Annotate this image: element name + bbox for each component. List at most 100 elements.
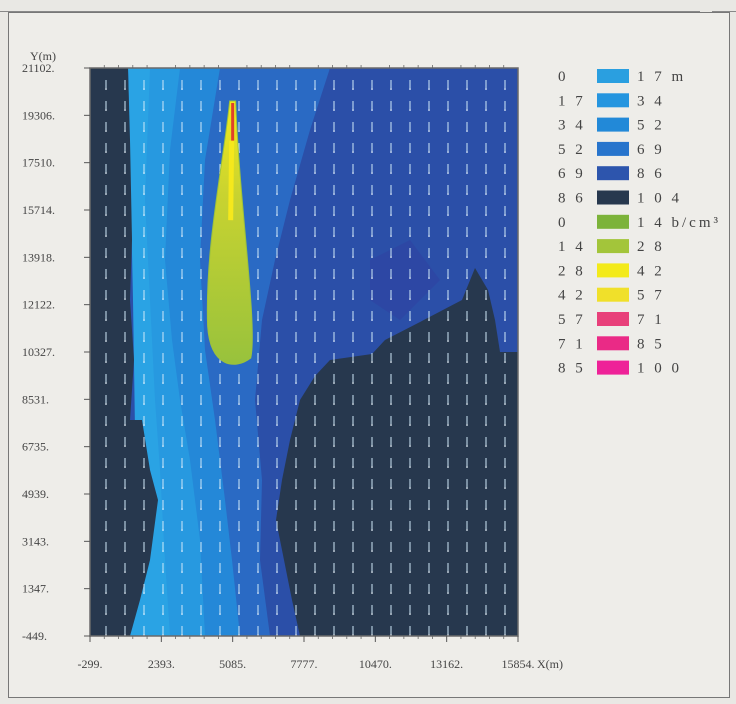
- legend-high-label: 2 8: [637, 239, 665, 255]
- current-arrow-head: [124, 445, 126, 447]
- current-arrow-head: [428, 529, 430, 531]
- current-arrow-head: [314, 550, 316, 552]
- current-arrow-head: [314, 130, 316, 132]
- current-arrow-head: [238, 550, 240, 552]
- current-arrow-head: [200, 508, 202, 510]
- current-arrow-head: [162, 466, 164, 468]
- current-arrow-head: [314, 382, 316, 384]
- current-arrow-head: [124, 172, 126, 174]
- current-arrow-head: [409, 319, 411, 321]
- current-arrow-head: [276, 424, 278, 426]
- current-arrow-head: [124, 151, 126, 153]
- current-arrow-head: [409, 529, 411, 531]
- current-arrow-head: [504, 340, 506, 342]
- current-arrow-head: [409, 508, 411, 510]
- current-arrow-head: [314, 361, 316, 363]
- current-arrow-head: [143, 235, 145, 237]
- current-arrow-head: [257, 214, 259, 216]
- depth-zone-86-104-east: [276, 268, 518, 636]
- current-arrow-head: [105, 550, 107, 552]
- current-arrow-head: [447, 466, 449, 468]
- current-arrow-head: [295, 277, 297, 279]
- current-arrow-head: [276, 151, 278, 153]
- current-arrow-head: [200, 382, 202, 384]
- current-arrow-head: [428, 550, 430, 552]
- current-arrow-head: [105, 109, 107, 111]
- current-arrow-head: [314, 403, 316, 405]
- current-arrow-head: [390, 445, 392, 447]
- current-arrow-head: [143, 508, 145, 510]
- current-arrow-head: [466, 214, 468, 216]
- current-arrow-head: [466, 361, 468, 363]
- current-arrow-head: [485, 130, 487, 132]
- current-arrow-head: [124, 592, 126, 594]
- current-arrow-head: [352, 466, 354, 468]
- current-arrow-head: [181, 277, 183, 279]
- current-arrow-head: [143, 256, 145, 258]
- current-arrow-head: [162, 361, 164, 363]
- current-arrow-head: [200, 193, 202, 195]
- current-arrow-head: [162, 571, 164, 573]
- current-arrow-head: [143, 340, 145, 342]
- current-arrow-head: [105, 277, 107, 279]
- current-arrow-head: [428, 424, 430, 426]
- current-arrow-head: [295, 256, 297, 258]
- current-arrow-head: [162, 508, 164, 510]
- current-arrow-head: [466, 403, 468, 405]
- current-arrow-head: [371, 214, 373, 216]
- current-arrow-head: [466, 445, 468, 447]
- current-arrow-head: [295, 193, 297, 195]
- current-arrow-head: [200, 214, 202, 216]
- current-arrow-head: [504, 88, 506, 90]
- current-arrow-head: [485, 319, 487, 321]
- current-arrow-head: [409, 592, 411, 594]
- current-arrow-head: [447, 361, 449, 363]
- current-arrow-head: [371, 487, 373, 489]
- current-arrow-head: [181, 382, 183, 384]
- current-arrow-head: [238, 508, 240, 510]
- depth-zone-86-104-west: [90, 68, 158, 636]
- current-arrow-head: [485, 193, 487, 195]
- current-arrow-head: [314, 319, 316, 321]
- current-arrow-head: [390, 424, 392, 426]
- current-arrow-head: [466, 613, 468, 615]
- current-arrow-head: [181, 592, 183, 594]
- current-arrow-head: [390, 88, 392, 90]
- current-arrow-head: [466, 109, 468, 111]
- current-arrow-head: [447, 529, 449, 531]
- current-arrow-head: [181, 508, 183, 510]
- current-arrow-head: [466, 130, 468, 132]
- current-arrow-head: [200, 298, 202, 300]
- current-arrow-head: [352, 319, 354, 321]
- current-arrow-head: [504, 214, 506, 216]
- current-arrow-head: [504, 361, 506, 363]
- current-arrow-head: [257, 466, 259, 468]
- current-arrow-head: [105, 235, 107, 237]
- current-arrow-head: [409, 403, 411, 405]
- current-arrow-head: [504, 592, 506, 594]
- current-arrow-head: [447, 424, 449, 426]
- current-arrow-head: [238, 466, 240, 468]
- current-arrow-head: [162, 550, 164, 552]
- current-arrow-head: [390, 403, 392, 405]
- current-arrow-head: [409, 340, 411, 342]
- current-arrow-head: [428, 172, 430, 174]
- legend-low-label: 5 2: [558, 142, 586, 158]
- current-arrow-head: [352, 613, 354, 615]
- legend-high-label: 8 6: [637, 166, 665, 182]
- current-arrow-head: [352, 151, 354, 153]
- current-arrow-head: [124, 466, 126, 468]
- current-arrow-head: [409, 361, 411, 363]
- current-arrow-head: [390, 193, 392, 195]
- current-arrow-head: [124, 88, 126, 90]
- current-arrow-head: [485, 172, 487, 174]
- current-arrow-head: [371, 403, 373, 405]
- current-arrow-head: [352, 403, 354, 405]
- current-arrow-head: [276, 382, 278, 384]
- current-arrow-head: [200, 571, 202, 573]
- current-arrow-head: [390, 508, 392, 510]
- current-arrow-head: [238, 487, 240, 489]
- current-arrow-head: [219, 487, 221, 489]
- current-arrow-head: [314, 172, 316, 174]
- current-arrow-head: [352, 382, 354, 384]
